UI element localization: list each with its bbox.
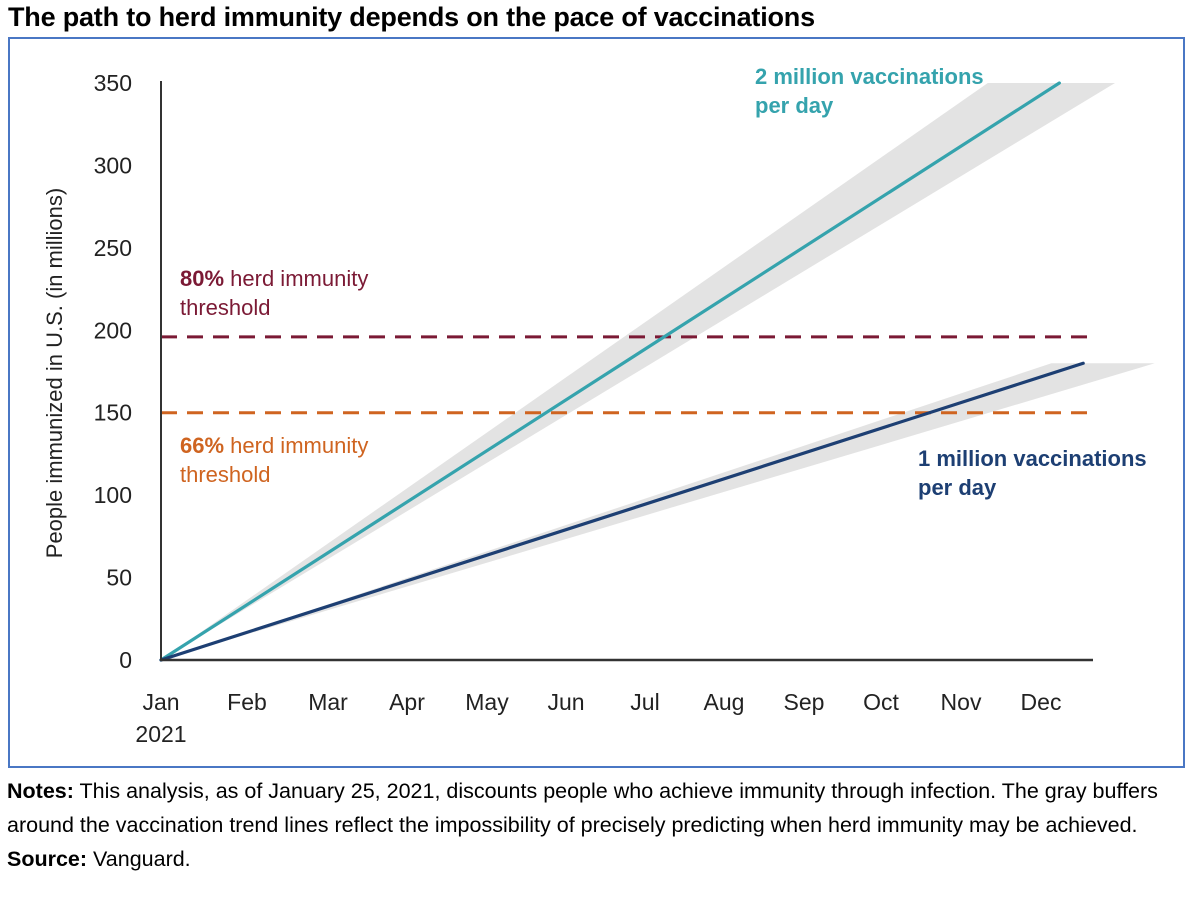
one-million-label: per day: [918, 475, 997, 500]
y-tick-label: 350: [94, 70, 132, 96]
x-tick-label: Sep: [784, 689, 825, 715]
y-tick-label: 50: [106, 565, 132, 591]
x-tick-label: Oct: [863, 689, 899, 715]
threshold-66-label: 66% herd immunity: [180, 433, 368, 458]
threshold-80-label-text: herd immunity: [224, 266, 368, 291]
y-tick-label: 250: [94, 235, 132, 261]
two-million-label: per day: [755, 93, 834, 118]
x-tick-label: Mar: [308, 689, 348, 715]
two-million-line: [159, 81, 1061, 662]
one-million-line: [159, 361, 1085, 662]
two-million-label: 2 million vaccinations: [755, 64, 984, 89]
y-tick-label: 150: [94, 400, 132, 426]
one-million-buffer: [161, 363, 1155, 660]
source-text: Vanguard.: [87, 847, 191, 871]
chart-frame: [8, 37, 1185, 768]
notes-block: Notes: This analysis, as of January 25, …: [7, 774, 1192, 876]
threshold-66-label-text: herd immunity: [224, 433, 368, 458]
notes-label: Notes:: [7, 779, 74, 803]
source-label: Source:: [7, 847, 88, 871]
notes-text: This analysis, as of January 25, 2021, d…: [7, 779, 1158, 837]
y-tick-label: 200: [94, 317, 132, 343]
y-tick-label: 300: [94, 152, 132, 178]
x-tick-label: Nov: [941, 689, 982, 715]
x-tick-label: Jan: [142, 689, 179, 715]
y-tick-label: 100: [94, 482, 132, 508]
threshold-66-label-line2: threshold: [180, 462, 271, 487]
x-tick-label: Jun: [547, 689, 584, 715]
threshold-80-label-percent: 80%: [180, 266, 224, 291]
one-million-label: 1 million vaccinations: [918, 446, 1147, 471]
threshold-80-label: 80% herd immunity: [180, 266, 368, 291]
chart-title: The path to herd immunity depends on the…: [8, 2, 815, 32]
y-tick-label: 0: [119, 647, 132, 673]
x-tick-label: Feb: [227, 689, 267, 715]
threshold-80-label-line2: threshold: [180, 295, 271, 320]
x-year-label: 2021: [135, 721, 186, 747]
two-million-buffer: [161, 83, 1115, 660]
x-tick-label: Aug: [704, 689, 745, 715]
x-tick-label: Jul: [630, 689, 659, 715]
x-tick-label: Dec: [1021, 689, 1062, 715]
y-axis-title: People immunized in U.S. (in millions): [42, 188, 67, 558]
x-tick-label: May: [465, 689, 509, 715]
threshold-66-label-percent: 66%: [180, 433, 224, 458]
x-tick-label: Apr: [389, 689, 425, 715]
